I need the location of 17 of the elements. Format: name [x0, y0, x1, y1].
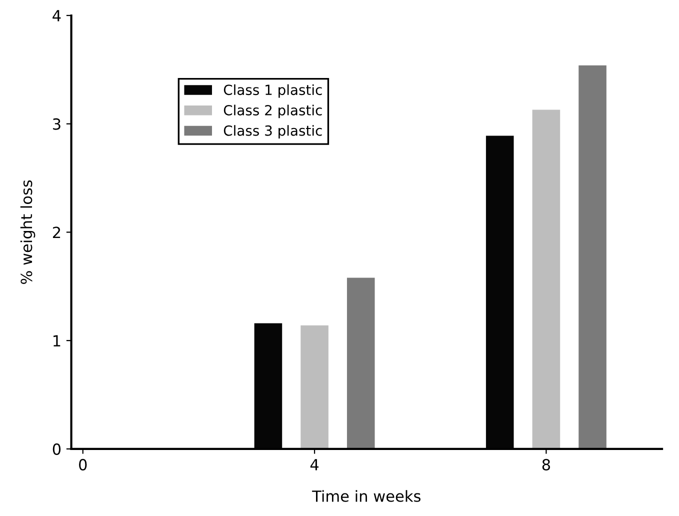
bar — [578, 65, 606, 449]
x-tick-label: 8 — [542, 458, 550, 470]
legend-label: Class 1 plastic — [224, 84, 322, 98]
y-tick-label: 2 — [52, 226, 60, 238]
legend-label: Class 3 plastic — [224, 125, 322, 139]
bar — [346, 278, 375, 449]
legend-label: Class 2 plastic — [224, 104, 322, 118]
y-tick-label: 1 — [54, 335, 60, 346]
bar — [300, 325, 328, 449]
bar — [532, 110, 560, 449]
y-tick-label: 4 — [52, 10, 61, 22]
y-tick-label: 0 — [52, 443, 61, 455]
x-tick-label: 4 — [310, 459, 319, 470]
x-axis-title: Time in weeks — [312, 490, 420, 502]
y-tick-label: 3 — [53, 118, 60, 130]
x-tick-label: 0 — [79, 458, 87, 470]
y-axis-title: % weight loss — [20, 180, 36, 284]
